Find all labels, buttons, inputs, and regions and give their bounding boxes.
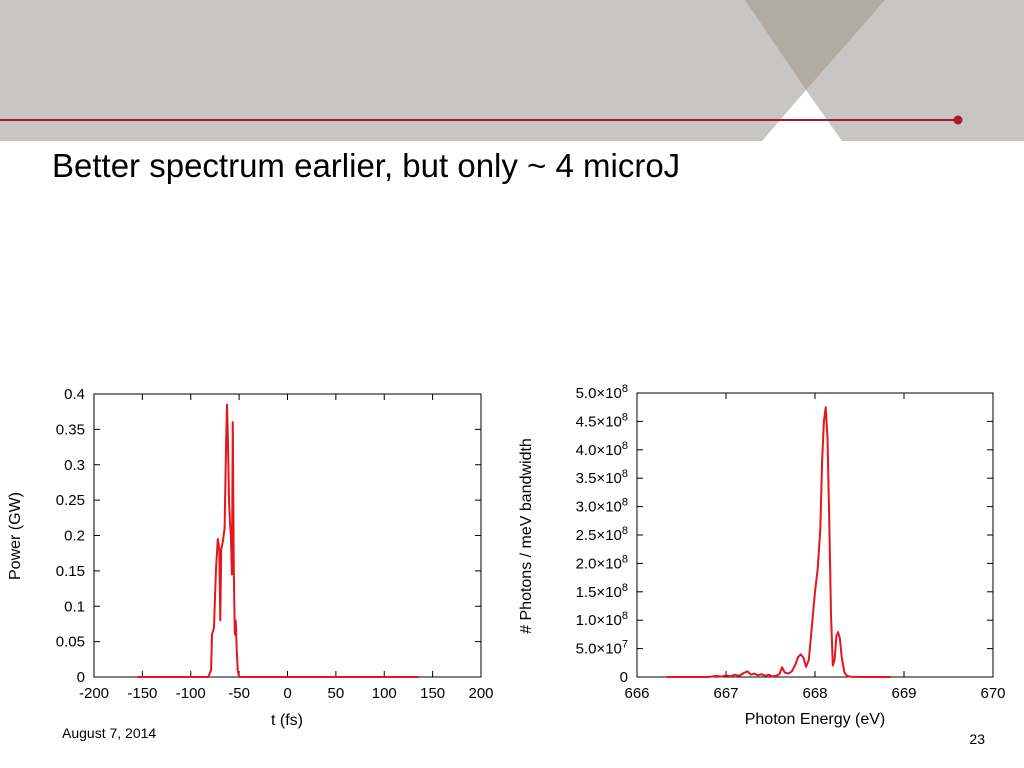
x-tick-label: -100 (176, 685, 206, 702)
footer-date: August 7, 2014 (62, 725, 157, 741)
y-tick-label-base: 1.0×10 (576, 612, 622, 629)
y-tick-label-exponent: 8 (622, 553, 628, 565)
y-tick-label: 3.5×108 (576, 468, 628, 487)
x-tick-label: 150 (420, 685, 445, 702)
x-tick-label: 670 (980, 685, 1005, 702)
y-tick-label: 4.0×108 (576, 440, 628, 459)
x-tick-label: 669 (891, 685, 916, 702)
y-tick-label: 0.3 (64, 457, 85, 474)
x-tick-label: -150 (127, 685, 157, 702)
x-axis-label: t (fs) (271, 712, 303, 729)
y-tick-label: 3.0×108 (576, 497, 628, 516)
y-tick-label-exponent: 7 (622, 639, 628, 651)
plot-frame (636, 392, 994, 678)
x-tick-label: 667 (713, 685, 738, 702)
y-tick-label-exponent: 8 (622, 468, 628, 480)
y-tick-label-exponent: 8 (622, 497, 628, 509)
y-tick-label-exponent: 8 (622, 582, 628, 594)
y-tick-label-base: 5.0×10 (576, 385, 622, 402)
y-tick-label: 0.05 (56, 634, 85, 651)
x-tick-label: -200 (79, 685, 109, 702)
y-tick-label-base: 2.5×10 (576, 527, 622, 544)
header-triangle-dark (745, 0, 885, 90)
y-axis-label: Power (GW) (7, 492, 24, 580)
y-tick-label: 2.0×108 (576, 553, 628, 572)
plot-frame (93, 393, 482, 678)
x-tick-label: 0 (283, 685, 291, 702)
y-tick-label: 0.35 (56, 421, 85, 438)
y-axis-label: # Photons / meV bandwidth (518, 438, 535, 634)
x-tick-label: 50 (328, 685, 345, 702)
slide-title: Better spectrum earlier, but only ~ 4 mi… (52, 147, 681, 184)
y-tick-label: 0.15 (56, 563, 85, 580)
page-number: 23 (969, 731, 985, 747)
y-tick-label-exponent: 8 (622, 610, 628, 622)
y-tick-label-base: 5.0×10 (576, 641, 622, 658)
y-tick-label-exponent: 8 (622, 440, 628, 452)
y-tick-label: 0.4 (64, 386, 85, 403)
header-rule-dot (953, 115, 963, 125)
y-tick-label: 0 (620, 669, 628, 686)
y-tick-label-base: 0 (620, 669, 628, 686)
y-tick-label-exponent: 8 (622, 411, 628, 423)
y-tick-label: 1.5×108 (576, 582, 628, 601)
y-tick-label-base: 4.5×10 (576, 413, 622, 430)
y-tick-label-base: 3.0×10 (576, 499, 622, 516)
x-tick-label: 200 (468, 685, 493, 702)
series-line (136, 403, 420, 678)
y-tick-label: 5.0×107 (576, 639, 628, 658)
series-line (666, 406, 892, 678)
y-tick-label: 0.1 (64, 598, 85, 615)
y-tick-label-exponent: 8 (622, 525, 628, 537)
y-tick-label-base: 3.5×10 (576, 470, 622, 487)
y-tick-label: 1.0×108 (576, 610, 628, 629)
y-tick-label: 2.5×108 (576, 525, 628, 544)
y-tick-label-base: 1.5×10 (576, 584, 622, 601)
y-tick-label: 5.0×108 (576, 383, 628, 402)
y-tick-label: 0 (77, 669, 85, 686)
x-tick-label: 668 (802, 685, 827, 702)
power-vs-time-chart: t (fs) Power (GW) -200 -150 -100 -50 0 50 100 1… (7, 386, 494, 729)
y-tick-label-base: 2.0×10 (576, 555, 622, 572)
x-tick-label: -50 (228, 685, 250, 702)
y-tick-label-exponent: 8 (622, 383, 628, 395)
x-tick-label: 100 (372, 685, 397, 702)
y-tick-label: 0.25 (56, 492, 85, 509)
x-axis-label: Photon Energy (eV) (745, 711, 886, 728)
photon-spectrum-chart: Photon Energy (eV) # Photons / meV bandw… (518, 383, 1006, 728)
y-tick-label: 0.2 (64, 528, 85, 545)
slide-header (0, 0, 1024, 141)
y-tick-label: 4.5×108 (576, 411, 628, 430)
x-tick-label: 666 (624, 685, 649, 702)
header-triangle-light (762, 90, 842, 141)
y-tick-label-base: 4.0×10 (576, 442, 622, 459)
